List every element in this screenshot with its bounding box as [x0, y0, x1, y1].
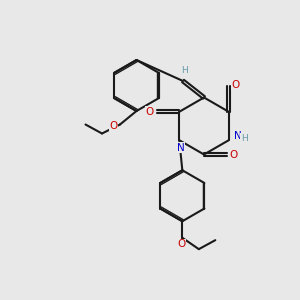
Text: H: H: [241, 134, 248, 143]
Text: N: N: [234, 131, 242, 141]
Text: O: O: [231, 80, 239, 90]
Text: H: H: [181, 66, 188, 75]
Text: N: N: [177, 143, 185, 153]
Text: O: O: [230, 149, 238, 160]
Text: O: O: [109, 121, 118, 131]
Text: O: O: [178, 239, 186, 249]
Text: O: O: [145, 107, 153, 117]
